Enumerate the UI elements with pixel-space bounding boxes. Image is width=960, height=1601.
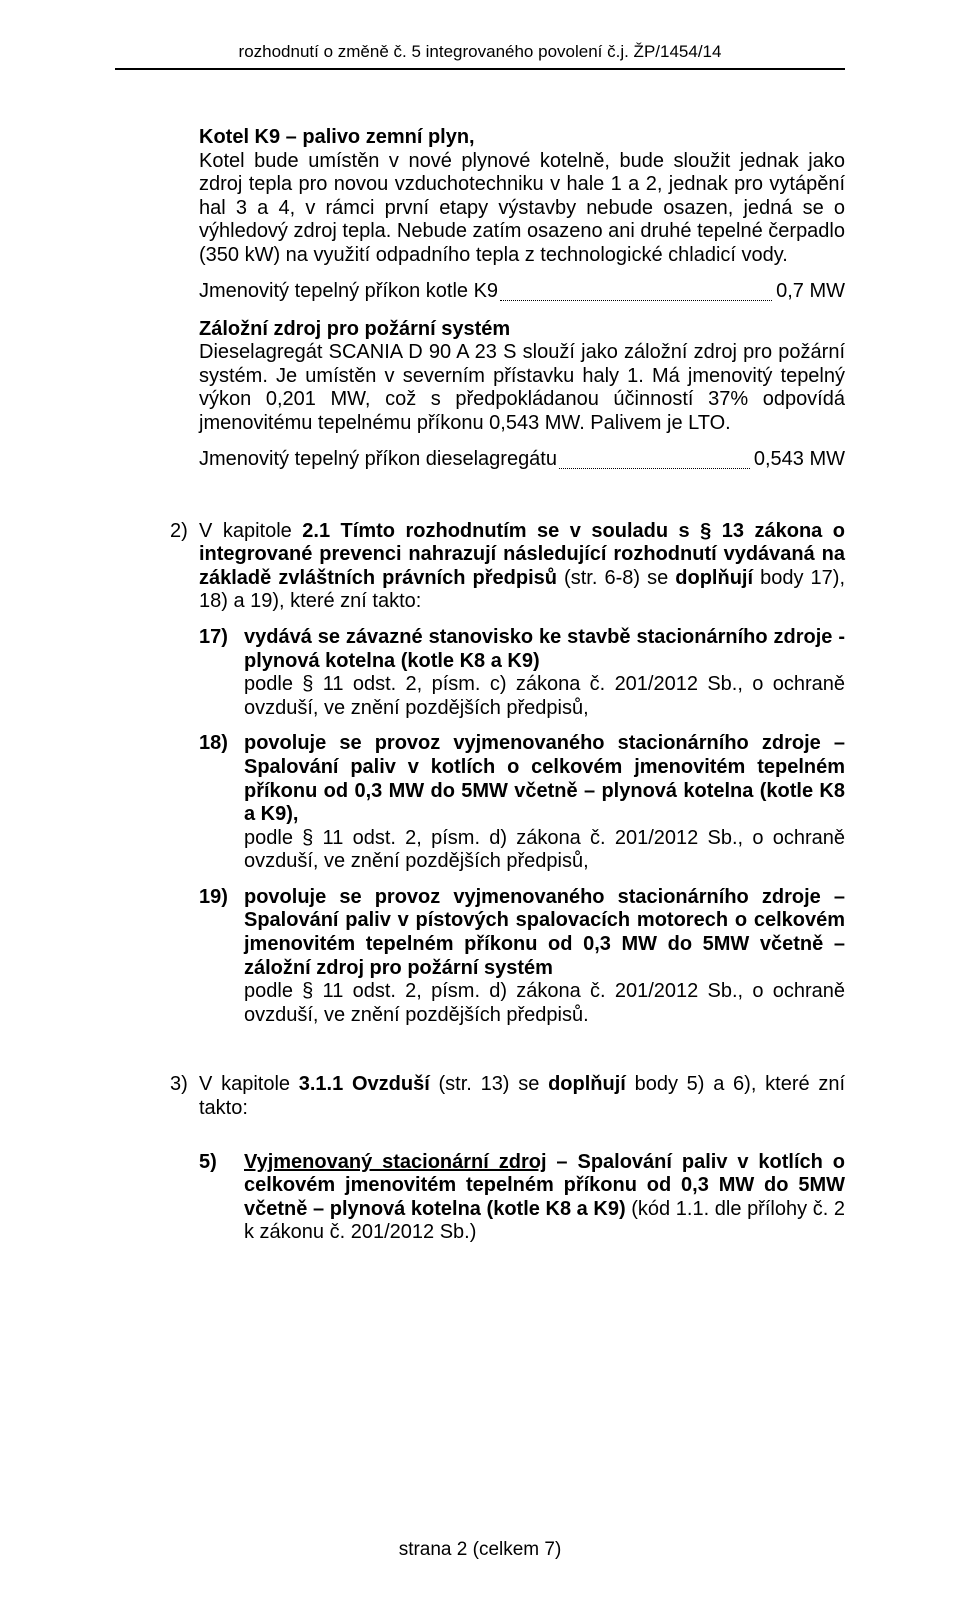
item2-lead: V kapitole: [199, 520, 302, 542]
k9-title: Kotel K9 – palivo zemní plyn,: [199, 126, 475, 148]
backup-nominal-value: 0,543 MW: [754, 448, 845, 474]
dotted-leader: [500, 280, 772, 301]
backup-title: Záložní zdroj pro požární systém: [199, 318, 510, 340]
section-backup: Záložní zdroj pro požární systém Diesela…: [199, 318, 845, 436]
item-3-body: V kapitole 3.1.1 Ovzduší (str. 13) se do…: [199, 1073, 845, 1120]
item-2-body: V kapitole 2.1 Tímto rozhodnutím se v so…: [199, 520, 845, 614]
item-2-number: 2): [170, 520, 199, 614]
sub17-text: podle § 11 odst. 2, písm. c) zákona č. 2…: [244, 673, 845, 719]
item3-lead: V kapitole: [199, 1073, 299, 1095]
sub18-num: 18): [199, 732, 244, 874]
k9-nominal-label: Jmenovitý tepelný příkon kotle K9: [199, 280, 498, 306]
item-3-head: 3) V kapitole 3.1.1 Ovzduší (str. 13) se…: [170, 1073, 845, 1120]
item-2: 2) V kapitole 2.1 Tímto rozhodnutím se v…: [170, 520, 845, 1028]
subitem-18: 18) povoluje se provoz vyjmenovaného sta…: [199, 732, 845, 874]
item3-mid: (str. 13) se: [439, 1073, 549, 1095]
subitem-19: 19) povoluje se provoz vyjmenovaného sta…: [199, 886, 845, 1028]
page-header: rozhodnutí o změně č. 5 integrovaného po…: [115, 42, 845, 70]
sub5-ul: Vyjmenovaný stacionární zdroj: [244, 1151, 547, 1173]
backup-nominal-label: Jmenovitý tepelný příkon dieselagregátu: [199, 448, 557, 474]
sub19-num: 19): [199, 886, 244, 1028]
subitem-17: 17) vydává se závazné stanovisko ke stav…: [199, 626, 845, 720]
item2-tail1: (str. 6-8) se: [557, 567, 675, 589]
sub19-text: podle § 11 odst. 2, písm. d) zákona č. 2…: [244, 980, 845, 1026]
item3-bold2: doplňují: [548, 1073, 635, 1095]
item-3: 3) V kapitole 3.1.1 Ovzduší (str. 13) se…: [170, 1073, 845, 1245]
backup-body: Dieselagregát SCANIA D 90 A 23 S slouží …: [199, 341, 845, 434]
item2-bold2: doplňují: [675, 567, 760, 589]
item-2-head: 2) V kapitole 2.1 Tímto rozhodnutím se v…: [170, 520, 845, 614]
sub18-text: podle § 11 odst. 2, písm. d) zákona č. 2…: [244, 827, 845, 873]
document-page: rozhodnutí o změně č. 5 integrovaného po…: [0, 0, 960, 1601]
sub17-bold: vydává se závazné stanovisko ke stavbě s…: [244, 626, 845, 672]
sub17-num: 17): [199, 626, 244, 720]
sub19-body: povoluje se provoz vyjmenovaného stacion…: [244, 886, 845, 1028]
sub18-bold: povoluje se provoz vyjmenovaného stacion…: [244, 732, 845, 825]
k9-nominal-row: Jmenovitý tepelný příkon kotle K9 0,7 MW: [199, 280, 845, 306]
page-footer: strana 2 (celkem 7): [0, 1539, 960, 1561]
item-3-number: 3): [170, 1073, 199, 1120]
sub19-bold: povoluje se provoz vyjmenovaného stacion…: [244, 886, 845, 979]
dotted-leader: [559, 448, 750, 469]
k9-body: Kotel bude umístěn v nové plynové koteln…: [199, 150, 845, 266]
section-k9: Kotel K9 – palivo zemní plyn, Kotel bude…: [199, 126, 845, 268]
k9-nominal-value: 0,7 MW: [776, 280, 845, 306]
sub5-num: 5): [199, 1151, 244, 1245]
sub17-body: vydává se závazné stanovisko ke stavbě s…: [244, 626, 845, 720]
subitem-5: 5) Vyjmenovaný stacionární zdroj – Spalo…: [199, 1151, 845, 1245]
sub5-body: Vyjmenovaný stacionární zdroj – Spalován…: [244, 1151, 845, 1245]
backup-nominal-row: Jmenovitý tepelný příkon dieselagregátu …: [199, 448, 845, 474]
item3-bold1: 3.1.1 Ovzduší: [299, 1073, 439, 1095]
sub18-body: povoluje se provoz vyjmenovaného stacion…: [244, 732, 845, 874]
